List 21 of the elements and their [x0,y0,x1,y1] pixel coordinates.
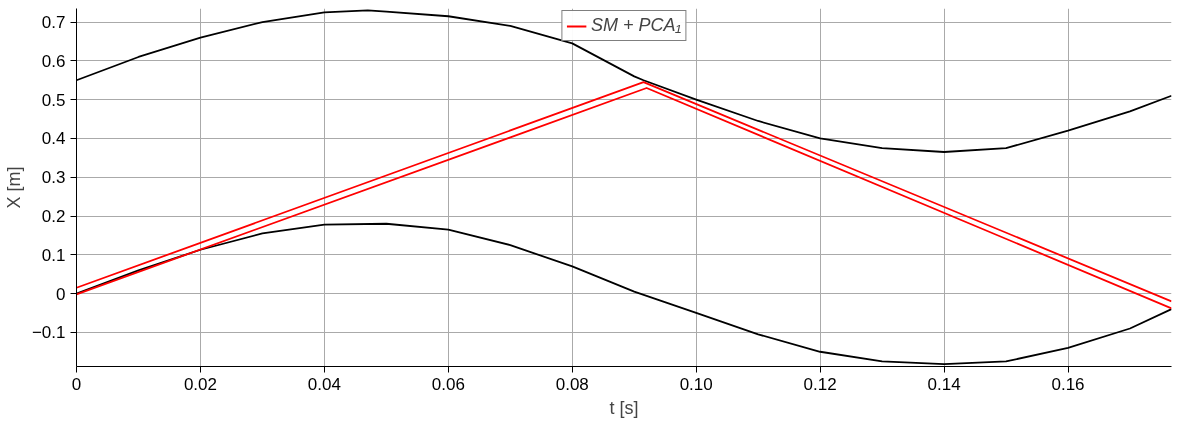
x-tick-label: 0.04 [307,374,341,394]
legend-label: SM + PCA₁ [590,15,682,36]
x-tick-label: 0 [71,374,82,394]
x-tick-label: 0.14 [927,374,961,394]
x-tick-label: 0.10 [679,374,713,394]
y-tick-label: 0.7 [41,13,66,33]
y-tick-label: 0.4 [41,129,66,149]
y-tick-label: 0.3 [41,168,66,188]
x-tick-label: 0.02 [183,374,217,394]
y-tick-label: 0.1 [41,245,66,265]
y-tick-label: 0.6 [41,51,66,71]
y-axis-title: X [m] [3,166,24,209]
y-tick-label: 0.2 [41,207,66,227]
y-tick-label: 0 [56,284,66,304]
x-tick-label: 0.06 [431,374,465,394]
x-tick-label: 0.08 [555,374,589,394]
y-tick-label: −0.1 [31,323,66,343]
x-axis-title: t [s] [609,397,639,418]
x-tick-label: 0.12 [803,374,837,394]
y-tick-label: 0.5 [41,90,66,110]
x-tick-label: 0.16 [1051,374,1085,394]
